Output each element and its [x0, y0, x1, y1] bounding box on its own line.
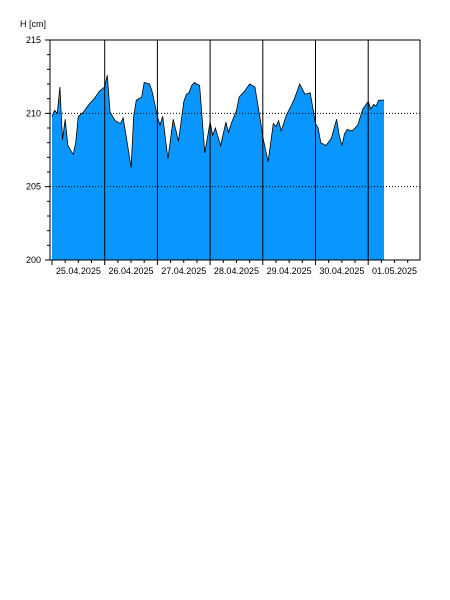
- y-tick-label: 205: [26, 182, 41, 192]
- x-axis-ticks: [51, 260, 409, 265]
- series-line: [51, 75, 384, 168]
- x-tick-label: 30.04.2025: [319, 266, 364, 276]
- series-area-fill: [52, 75, 384, 260]
- plot-border: [49, 39, 421, 261]
- y-axis-ticks: [45, 39, 50, 261]
- x-tick-label: 26.04.2025: [109, 266, 154, 276]
- x-tick-label: 28.04.2025: [214, 266, 259, 276]
- x-tick-label: 25.04.2025: [56, 266, 101, 276]
- day-gridlines: [104, 40, 369, 260]
- x-tick-label: 27.04.2025: [161, 266, 206, 276]
- y-axis-tick-labels: 200 205 210 215: [26, 35, 41, 265]
- y-tick-label: 215: [26, 35, 41, 45]
- y-axis-label: H [cm]: [20, 19, 46, 29]
- x-axis-tick-labels: 25.04.2025 26.04.2025 27.04.2025 28.04.2025…: [56, 266, 417, 276]
- y-tick-label: 200: [26, 255, 41, 265]
- x-tick-label: 01.05.2025: [372, 266, 417, 276]
- y-tick-label: 210: [26, 108, 41, 118]
- x-tick-label: 29.04.2025: [267, 266, 312, 276]
